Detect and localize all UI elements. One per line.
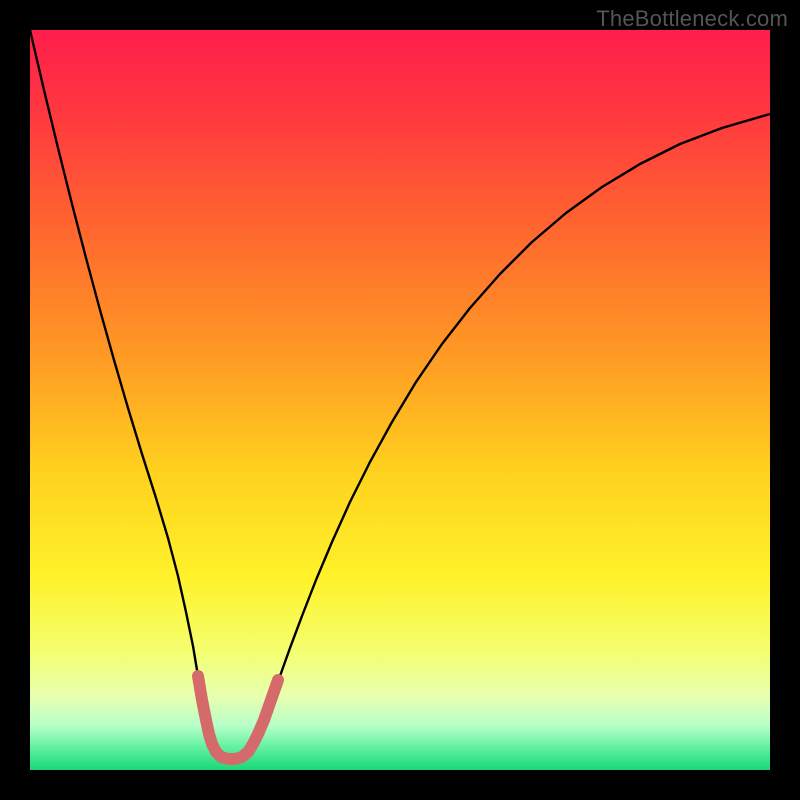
watermark-text: TheBottleneck.com (596, 6, 788, 32)
chart-frame: TheBottleneck.com (0, 0, 800, 800)
plot-background (30, 30, 770, 770)
plot-svg (30, 30, 770, 770)
plot-area (30, 30, 770, 770)
